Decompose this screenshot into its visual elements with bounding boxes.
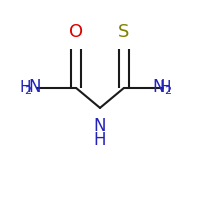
Text: N: N [152, 78, 165, 96]
Text: O: O [69, 23, 83, 41]
Text: N: N [94, 117, 106, 135]
Text: H: H [19, 80, 31, 95]
Text: H: H [94, 131, 106, 149]
Text: S: S [118, 23, 129, 41]
Text: 2: 2 [164, 86, 171, 96]
Text: H: H [159, 80, 171, 95]
Text: N: N [28, 78, 41, 96]
Text: 2: 2 [24, 86, 31, 96]
